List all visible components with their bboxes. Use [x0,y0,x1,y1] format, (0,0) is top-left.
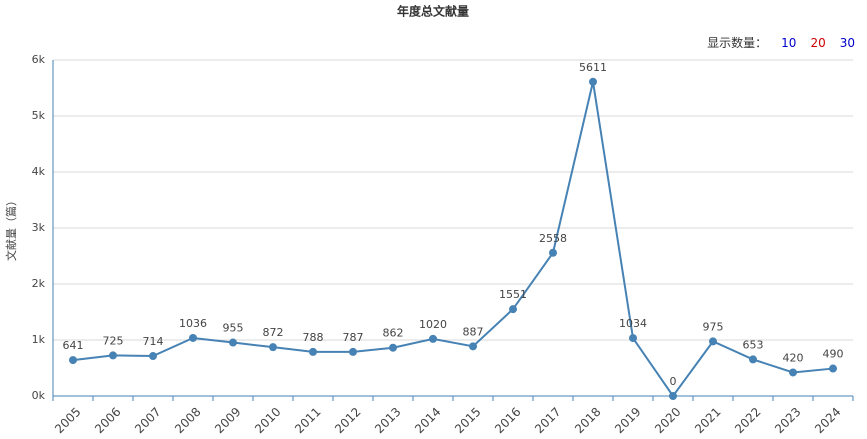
y-tick-label: 4k [32,165,46,178]
x-tick-label: 2014 [412,405,443,436]
x-tick-label: 2018 [572,405,603,436]
point [709,337,717,346]
data-label: 788 [303,331,324,344]
data-label: 2558 [539,232,567,245]
data-label: 653 [743,338,764,351]
chart-title: 年度总文献量 [397,4,469,19]
y-tick-label: 0k [32,389,46,402]
data-label: 787 [343,331,364,344]
count-option[interactable]: 20 [810,36,826,50]
x-tick-label: 2006 [92,405,123,436]
point [269,343,277,352]
y-tick-label: 3k [32,221,46,234]
data-label: 1034 [619,317,647,330]
x-tick-label: 2013 [372,405,403,436]
x-tick-label: 2010 [252,405,283,436]
x-tick-label: 2015 [452,405,483,436]
data-label: 887 [463,325,484,338]
point [669,392,677,400]
point [429,334,437,343]
point [109,351,117,360]
point [789,368,797,377]
point [629,334,637,343]
count-option[interactable]: 10 [781,36,797,50]
point [349,347,357,356]
x-tick-label: 2008 [172,405,203,436]
point [229,338,237,347]
point [749,355,757,364]
x-tick-label: 2011 [292,405,323,436]
y-tick-label: 2k [32,277,46,290]
point [589,77,597,86]
data-label: 0 [670,375,677,388]
point [469,342,477,351]
x-tick-label: 2016 [492,405,523,436]
point [189,333,197,342]
data-label: 1036 [179,317,207,330]
y-tick-label: 1k [32,333,46,346]
display-count-label: 显示数量： [707,36,768,50]
x-tick-label: 2022 [732,405,763,436]
count-option[interactable]: 30 [839,36,855,50]
x-tick-label: 2007 [132,405,163,436]
point [509,305,517,314]
x-tick-label: 2019 [612,405,643,436]
point [389,343,397,352]
data-label: 955 [223,322,244,335]
display-count: 显示数量： 10 20 30 [707,34,855,51]
data-label: 641 [63,339,84,352]
data-label: 714 [143,335,164,348]
point [309,347,317,356]
x-tick-label: 2017 [532,405,563,436]
x-tick-label: 2005 [52,405,83,436]
line [72,81,834,398]
x-tick-label: 2009 [212,405,243,436]
data-label: 490 [823,348,844,361]
data-label: 1551 [499,288,527,301]
y-tick-label: 5k [32,109,46,122]
x-tick-label: 2023 [772,405,803,436]
data-label: 975 [703,320,724,333]
data-label: 872 [263,326,284,339]
x-tick-label: 2021 [692,405,723,436]
data-label: 725 [103,334,124,347]
data-label: 1020 [419,318,447,331]
x-tick-label: 2024 [812,405,843,436]
data-label: 420 [783,351,804,364]
point [69,356,77,365]
y-axis-label: 文献量（篇） [4,195,18,261]
point [829,364,837,373]
point [549,248,557,257]
data-label: 862 [383,327,404,340]
x-tick-label: 2012 [332,405,363,436]
x-tick-label: 2020 [652,405,683,436]
point [149,352,157,361]
data-label: 5611 [579,61,607,74]
y-tick-label: 6k [32,53,46,66]
